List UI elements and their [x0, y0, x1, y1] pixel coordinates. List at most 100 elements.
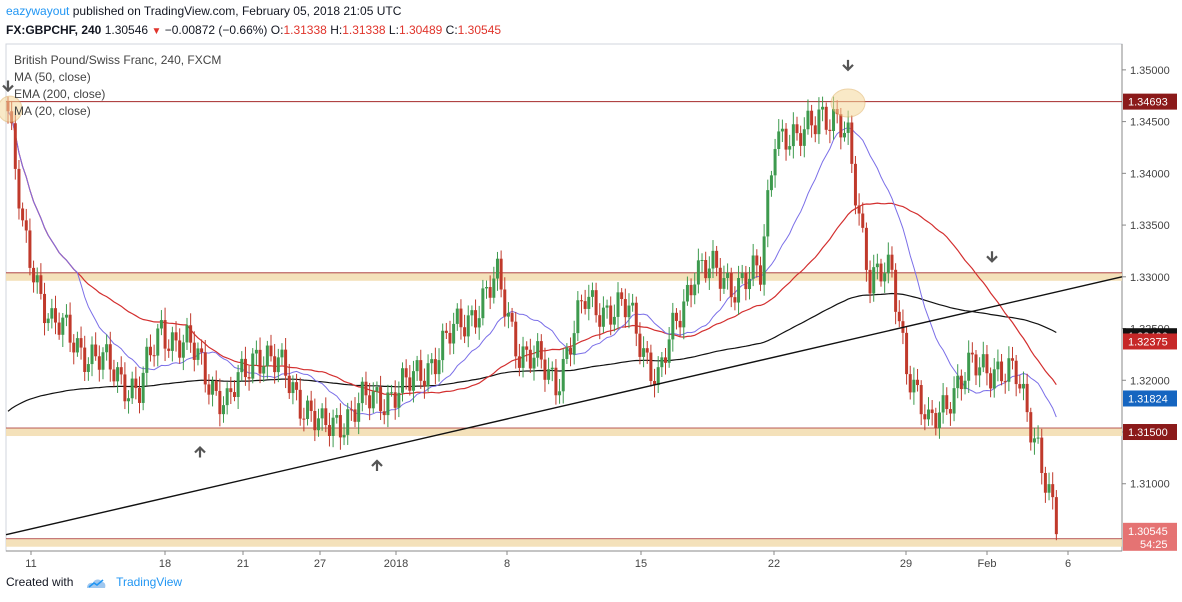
candle-body	[185, 325, 189, 343]
candle-body	[839, 114, 843, 138]
candle-body	[309, 400, 313, 411]
candle-body	[978, 367, 982, 376]
candle	[740, 264, 744, 284]
created-with-text: Created with	[6, 575, 74, 589]
candle	[704, 251, 708, 283]
candle	[569, 337, 573, 367]
candle-body	[912, 379, 916, 393]
candle-body	[148, 346, 152, 356]
candle-body	[492, 278, 496, 298]
support-resistance-zone	[6, 272, 1122, 281]
candle	[718, 258, 722, 302]
support-resistance-zone	[6, 538, 1122, 547]
candle-body	[861, 213, 865, 228]
candle-body	[415, 360, 419, 372]
candle-body	[543, 359, 547, 380]
candle	[127, 390, 131, 414]
candle-body	[558, 391, 562, 396]
candle	[243, 346, 247, 386]
candle-body	[550, 367, 554, 370]
candle	[664, 347, 667, 375]
candle	[930, 400, 934, 426]
candle-body	[1003, 381, 1007, 383]
candle-body	[39, 275, 43, 294]
candle	[218, 378, 222, 427]
candle	[536, 333, 540, 367]
candle	[291, 375, 295, 405]
candle	[313, 398, 317, 442]
price-label-box	[1123, 390, 1177, 407]
candle	[609, 296, 613, 336]
candle	[897, 300, 901, 328]
candle	[21, 202, 25, 227]
candle	[715, 245, 719, 277]
candle	[302, 407, 306, 432]
candle-body	[627, 305, 631, 318]
candle-body	[1032, 438, 1036, 443]
trendline[interactable]	[5, 276, 1123, 536]
tradingview-brand[interactable]: TradingView	[116, 575, 183, 589]
candle-body	[101, 352, 105, 370]
candle	[868, 260, 872, 304]
candle	[751, 243, 755, 287]
candle	[558, 378, 562, 404]
candle-body	[390, 392, 394, 394]
candle-body	[1040, 437, 1044, 473]
candle-body	[64, 314, 68, 318]
candle	[207, 374, 211, 405]
candle-body	[53, 308, 57, 323]
candle-body	[784, 128, 788, 150]
candle-body	[590, 290, 594, 297]
candle-body	[1043, 472, 1047, 493]
candle-body	[335, 415, 339, 418]
candle	[163, 307, 167, 362]
candle	[864, 222, 868, 282]
countdown-text: 54:25	[1140, 539, 1168, 551]
highlight-circle	[0, 95, 23, 123]
x-tick-label: 8	[504, 558, 510, 570]
candle-body	[254, 349, 258, 354]
candle	[941, 383, 945, 424]
candle	[514, 311, 518, 369]
candle-body	[152, 355, 156, 357]
candle	[379, 375, 383, 421]
candle-body	[674, 312, 678, 321]
candle	[729, 267, 733, 308]
candle-body	[178, 340, 182, 358]
candle	[824, 102, 828, 135]
candle	[448, 320, 452, 355]
author-link[interactable]: eazywayout	[6, 4, 70, 18]
candle-body	[908, 374, 912, 393]
candle-body	[444, 330, 448, 333]
candle-body	[141, 372, 145, 403]
price-label-text: 1.32375	[1128, 336, 1168, 348]
candle-body	[404, 368, 408, 378]
candle-body	[521, 346, 525, 368]
candle	[813, 116, 817, 143]
candle	[758, 256, 762, 292]
candle-body	[740, 272, 744, 279]
candle	[61, 313, 65, 348]
candle	[430, 353, 434, 375]
candle-body	[802, 129, 806, 146]
candle	[579, 294, 583, 314]
candle-body	[726, 272, 730, 279]
candle-body	[718, 267, 722, 289]
candle-body	[50, 308, 54, 319]
candle	[459, 299, 463, 340]
candle-body	[13, 123, 17, 169]
candle-body	[218, 390, 222, 415]
candle	[806, 99, 810, 135]
candle	[649, 344, 653, 387]
tradingview-logo-icon	[86, 579, 106, 588]
ma50-line	[7, 110, 1057, 396]
price-chart[interactable]: 1.350001.345001.340001.335001.330001.325…	[0, 40, 1182, 570]
candle	[525, 341, 529, 362]
candle	[561, 348, 565, 404]
candle	[1054, 490, 1058, 541]
candle	[108, 331, 112, 382]
legend-ma50: MA (50, close)	[14, 70, 91, 84]
candle-body	[956, 375, 960, 389]
candle-body	[273, 356, 277, 373]
candle-body	[163, 320, 167, 349]
